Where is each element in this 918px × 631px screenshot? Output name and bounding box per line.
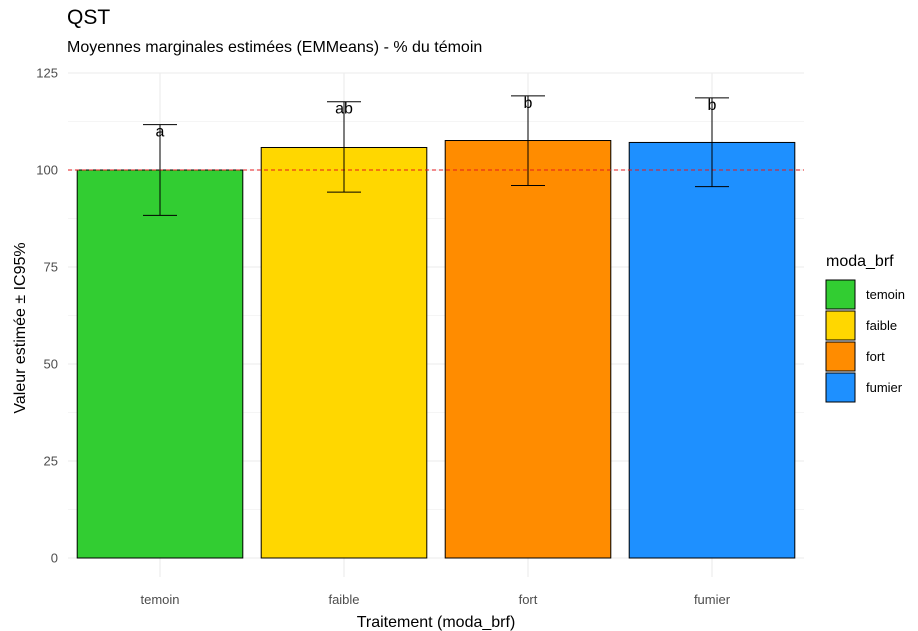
legend-label: faible xyxy=(866,318,897,333)
legend-key-fort xyxy=(825,341,856,372)
legend-title: moda_brf xyxy=(826,253,894,270)
significance-label: b xyxy=(708,97,717,114)
y-tick-label: 100 xyxy=(36,163,58,178)
legend-key-faible xyxy=(825,310,856,341)
y-tick-label: 50 xyxy=(44,357,58,372)
legend-key-fumier xyxy=(825,372,856,403)
x-tick-label: fumier xyxy=(694,592,731,607)
legend-key-temoin xyxy=(825,279,856,310)
bar-fumier xyxy=(628,141,796,559)
y-tick-label: 0 xyxy=(51,551,58,566)
legend-label: temoin xyxy=(866,287,905,302)
x-tick-label: fort xyxy=(519,592,538,607)
y-axis-title: Valeur estimée ± IC95% xyxy=(12,242,29,413)
x-tick-label: temoin xyxy=(140,592,179,607)
y-tick-label: 25 xyxy=(44,454,58,469)
significance-label: ab xyxy=(335,101,353,118)
x-tick-label: faible xyxy=(328,592,359,607)
legend-label: fumier xyxy=(866,380,903,395)
x-axis-title: Traitement (moda_brf) xyxy=(357,614,516,631)
legend-label: fort xyxy=(866,349,885,364)
y-tick-label: 75 xyxy=(44,260,58,275)
y-tick-label: 125 xyxy=(36,66,58,81)
chart-title: QST xyxy=(67,6,111,29)
significance-label: a xyxy=(156,124,165,141)
significance-label: b xyxy=(524,95,533,112)
bar-faible xyxy=(260,146,428,559)
bar-fort xyxy=(444,140,612,559)
chart-subtitle: Moyennes marginales estimées (EMMeans) -… xyxy=(67,39,483,56)
bar-temoin xyxy=(76,169,244,559)
